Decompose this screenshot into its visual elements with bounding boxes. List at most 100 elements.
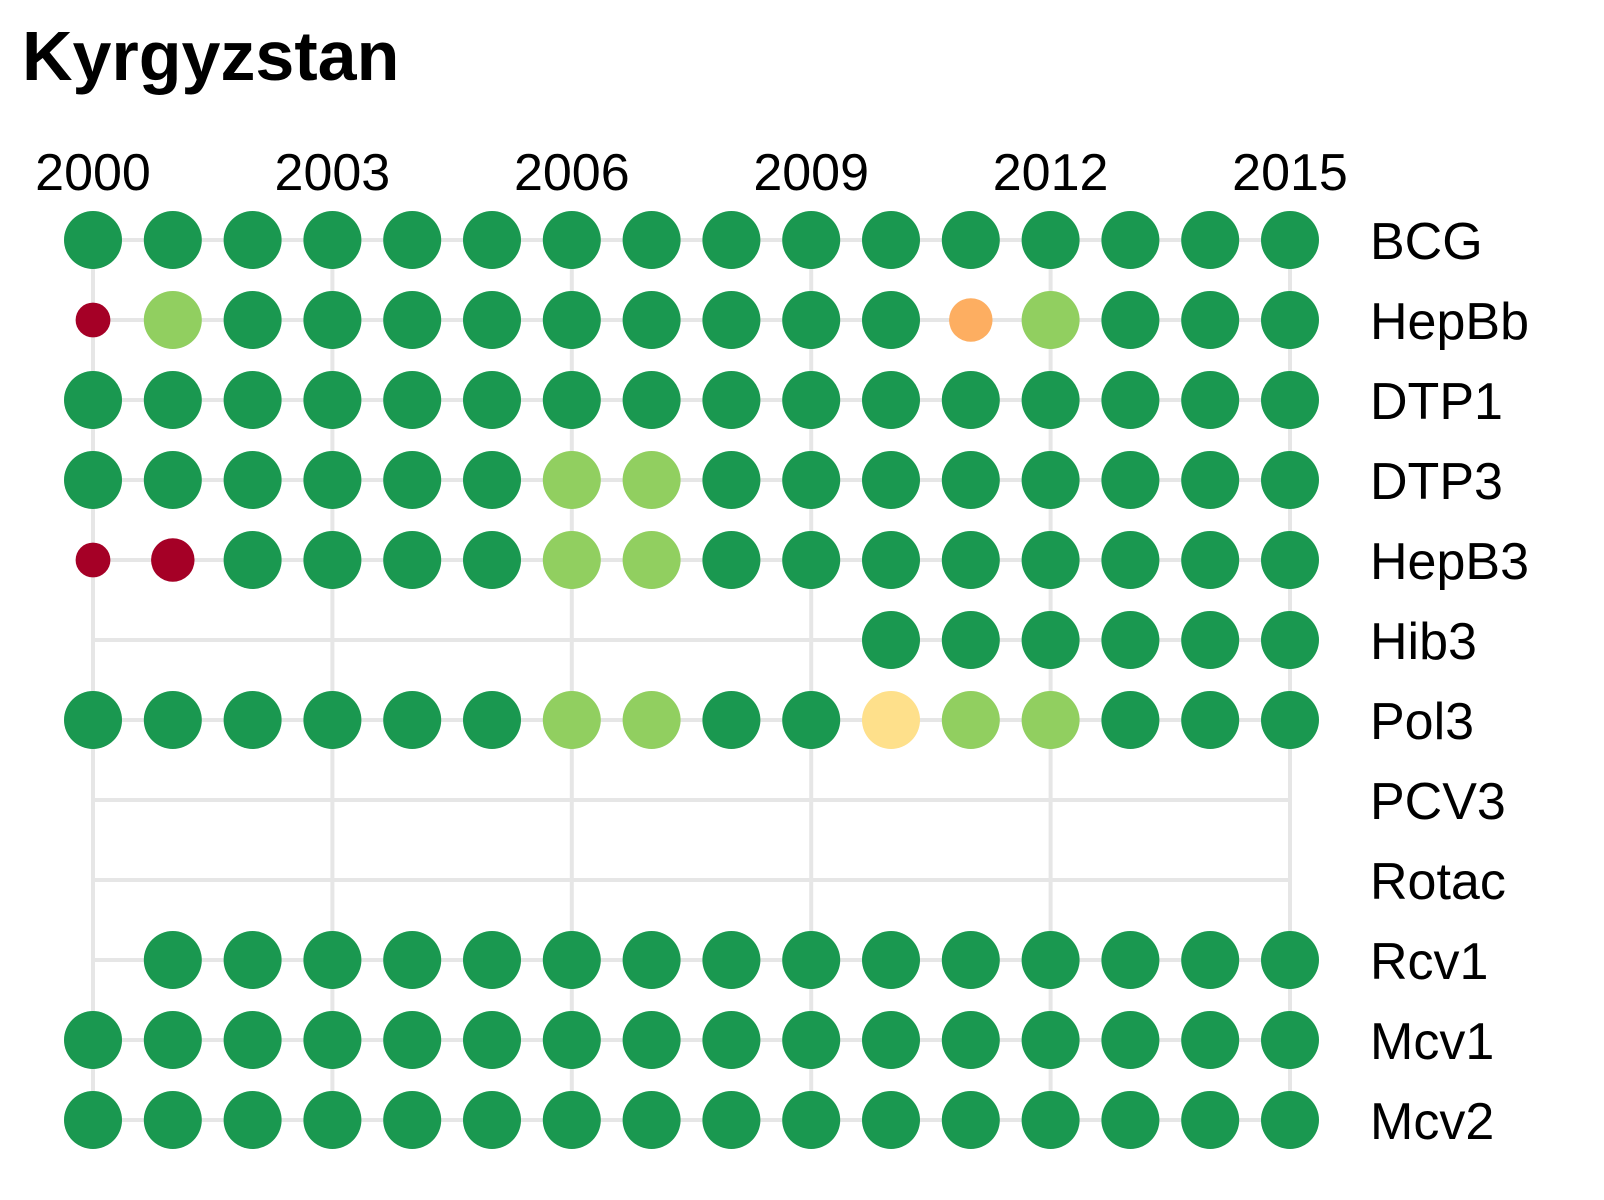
data-dot — [1021, 451, 1080, 509]
data-dot — [1261, 451, 1319, 509]
data-dot — [1021, 211, 1080, 269]
data-dot — [542, 1011, 601, 1069]
data-dot — [542, 451, 601, 509]
data-dot — [383, 291, 442, 349]
data-dot — [702, 531, 761, 589]
row-label: HepB3 — [1370, 533, 1529, 591]
data-dot — [223, 291, 282, 349]
data-dot — [949, 298, 993, 342]
data-dot — [1021, 611, 1080, 669]
data-dot — [143, 691, 202, 749]
row-label: BCG — [1370, 213, 1483, 271]
row-label: Pol3 — [1370, 693, 1474, 751]
data-dot — [782, 211, 841, 269]
data-dot — [622, 451, 681, 509]
data-dot — [383, 371, 442, 429]
data-dot — [782, 451, 841, 509]
data-dot — [1181, 1091, 1240, 1149]
data-dot — [75, 302, 111, 338]
data-dot — [75, 542, 111, 578]
data-dot — [1181, 451, 1240, 509]
data-dot — [782, 371, 841, 429]
data-dot — [862, 1011, 920, 1069]
row-label: Hib3 — [1370, 613, 1477, 671]
data-dot — [862, 611, 920, 669]
data-dot — [303, 291, 362, 349]
data-dot — [223, 211, 282, 269]
data-dot — [941, 1091, 1000, 1149]
data-dot — [303, 371, 362, 429]
data-dot — [941, 931, 1000, 989]
data-dot — [1181, 1011, 1240, 1069]
data-dot — [303, 451, 362, 509]
data-dot — [782, 691, 841, 749]
data-dot — [782, 931, 841, 989]
data-dot — [143, 1091, 202, 1149]
data-dot — [542, 211, 601, 269]
data-dot — [223, 691, 282, 749]
data-dot — [1261, 931, 1319, 989]
data-dot — [702, 931, 761, 989]
data-dot — [1181, 291, 1240, 349]
data-dot — [1181, 371, 1240, 429]
data-dot — [1261, 1011, 1319, 1069]
row-label: HepBb — [1370, 293, 1529, 351]
row-label: Rotac — [1370, 853, 1506, 911]
data-dot — [64, 451, 122, 509]
data-dot — [223, 451, 282, 509]
data-dot — [702, 291, 761, 349]
data-dot — [702, 211, 761, 269]
row-label: Rcv1 — [1370, 933, 1488, 991]
data-dot — [542, 291, 601, 349]
data-dot — [303, 691, 362, 749]
x-tick-label: 2003 — [275, 144, 391, 202]
data-dot — [862, 531, 920, 589]
data-dot — [463, 931, 521, 989]
data-dot — [64, 1011, 122, 1069]
data-dot — [143, 291, 202, 349]
data-dot — [622, 531, 681, 589]
data-dot — [862, 371, 920, 429]
data-dot — [1181, 531, 1240, 589]
data-dot — [702, 691, 761, 749]
x-axis-ticks: 2000 2003 2006 2009 2012 2015 — [35, 144, 1348, 202]
data-dot — [1261, 531, 1319, 589]
data-dot — [1261, 611, 1319, 669]
data-dot — [143, 1011, 202, 1069]
row-label: Mcv1 — [1370, 1013, 1494, 1071]
data-dot — [1021, 691, 1080, 749]
data-dot — [862, 1091, 920, 1149]
data-dot — [1021, 1011, 1080, 1069]
data-dot — [223, 931, 282, 989]
data-dot — [463, 1091, 521, 1149]
data-dot — [941, 211, 1000, 269]
data-dot — [941, 531, 1000, 589]
data-dot — [1101, 291, 1160, 349]
data-dot — [143, 451, 202, 509]
data-dot — [542, 931, 601, 989]
data-dot — [542, 691, 601, 749]
data-dot — [542, 371, 601, 429]
data-dot — [1021, 291, 1080, 349]
data-dot — [463, 291, 521, 349]
data-dots — [64, 211, 1319, 1149]
data-dot — [622, 691, 681, 749]
data-dot — [383, 931, 442, 989]
data-dot — [622, 931, 681, 989]
data-dot — [1181, 691, 1240, 749]
data-dot — [64, 1091, 122, 1149]
data-dot — [1101, 1011, 1160, 1069]
data-dot — [862, 291, 920, 349]
data-dot — [303, 531, 362, 589]
data-dot — [1021, 931, 1080, 989]
data-dot — [862, 691, 920, 749]
data-dot — [463, 531, 521, 589]
data-dot — [622, 1011, 681, 1069]
grid-lines — [91, 238, 1292, 1122]
data-dot — [303, 211, 362, 269]
data-dot — [463, 451, 521, 509]
data-dot — [223, 531, 282, 589]
data-dot — [622, 1091, 681, 1149]
data-dot — [1101, 371, 1160, 429]
data-dot — [383, 691, 442, 749]
